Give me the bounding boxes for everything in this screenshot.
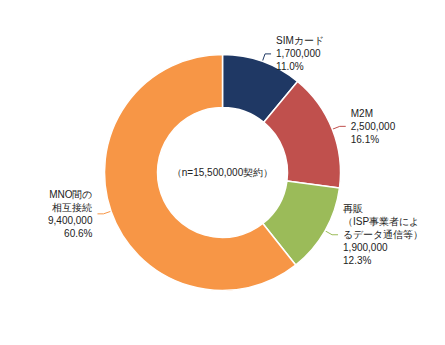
svg-text:2,500,000: 2,500,000: [351, 121, 396, 132]
svg-text:16.1%: 16.1%: [351, 134, 379, 145]
svg-text:9,400,000: 9,400,000: [48, 215, 93, 226]
svg-text:再販: 再販: [343, 203, 363, 214]
svg-text:60.6%: 60.6%: [64, 228, 92, 239]
svg-text:相互接続: 相互接続: [52, 202, 92, 213]
svg-text:M2M: M2M: [351, 108, 373, 119]
svg-text:（n=15,500,000契約）: （n=15,500,000契約）: [172, 167, 273, 178]
svg-text:SIMカード: SIMカード: [276, 35, 324, 46]
svg-text:（ISP事業者によ: （ISP事業者によ: [343, 216, 419, 227]
svg-text:11.0%: 11.0%: [276, 61, 304, 72]
svg-text:るデータ通信等）: るデータ通信等）: [343, 229, 423, 240]
svg-text:1,900,000: 1,900,000: [343, 242, 388, 253]
svg-text:MNO間の: MNO間の: [49, 189, 92, 200]
svg-text:1,700,000: 1,700,000: [276, 48, 321, 59]
svg-text:12.3%: 12.3%: [343, 255, 371, 266]
